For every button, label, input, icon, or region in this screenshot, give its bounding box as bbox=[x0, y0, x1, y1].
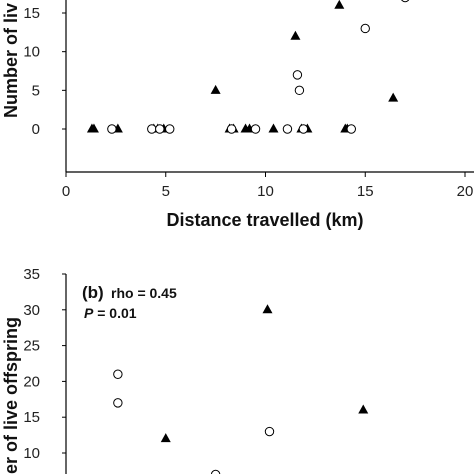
panel-a-y-tick-label: 15 bbox=[23, 5, 40, 22]
panel-b-y-tick-label: 10 bbox=[23, 445, 40, 462]
panel-b-y-tick-label: 15 bbox=[23, 409, 40, 426]
panel-b-rho: rho = 0.45 bbox=[111, 285, 177, 301]
p-symbol: P bbox=[84, 305, 94, 321]
panel-a-point-circle bbox=[401, 0, 410, 3]
panel-a-point-circle bbox=[165, 124, 175, 134]
panel-a-point-circle bbox=[107, 124, 117, 134]
panel-a-y-tick-label: 5 bbox=[32, 82, 40, 99]
panel-b-point-circle bbox=[264, 426, 275, 437]
panel-a-point-circle bbox=[346, 124, 356, 134]
panel-a-point-circle bbox=[298, 124, 309, 134]
p-value-text: = 0.01 bbox=[93, 305, 136, 321]
panel-b-point-circle bbox=[113, 369, 123, 379]
panel-a-x-tick-label: 5 bbox=[162, 183, 170, 200]
panel-a-point-triangle bbox=[88, 123, 99, 133]
panel-b-y-axis-title: er of live offspring bbox=[1, 317, 21, 474]
panel-a-point-triangle bbox=[334, 0, 345, 9]
panel-b-point-triangle bbox=[160, 433, 171, 443]
panel-b-point-triangle bbox=[358, 404, 369, 414]
panel-a-point-triangle bbox=[388, 92, 399, 102]
panel-a-y-tick-label: 10 bbox=[23, 44, 40, 61]
panel-a-point-triangle bbox=[290, 30, 301, 40]
panel-a-point-circle bbox=[292, 70, 303, 80]
panel-b-label: (b) bbox=[82, 283, 104, 302]
panel-a-point-circle bbox=[294, 85, 305, 96]
panel-b-point-circle bbox=[210, 469, 221, 474]
panel-b-y-tick-label: 35 bbox=[23, 266, 40, 283]
panel-b-y-tick-label: 25 bbox=[23, 338, 40, 355]
panel-a-point-circle bbox=[226, 124, 237, 134]
panel-a-point-triangle bbox=[268, 123, 279, 133]
panel-a-x-tick-label: 15 bbox=[357, 183, 374, 200]
panel-b-y-tick-label: 30 bbox=[23, 302, 40, 319]
panel-a-point-circle bbox=[360, 23, 370, 34]
panel-a: 0 5 10 15 0 5 10 15 20 Number of liv Distance t… bbox=[1, 0, 474, 230]
panel-a-point-circle bbox=[155, 124, 165, 134]
panel-a-y-axis-title: Number of liv bbox=[1, 3, 21, 118]
panel-a-y-tick-label: 0 bbox=[32, 121, 40, 138]
panel-b-p-value: P = 0.01 bbox=[84, 305, 137, 321]
panel-a-x-tick-label: 0 bbox=[62, 183, 70, 200]
panel-a-point-triangle bbox=[210, 84, 221, 94]
panel-b-y-tick-label: 20 bbox=[23, 373, 40, 390]
panel-a-point-circle bbox=[250, 124, 261, 134]
panel-b: 35 30 25 20 15 10 er of live offspring (b) rh… bbox=[1, 266, 369, 474]
panel-a-point-circle bbox=[147, 124, 157, 134]
panel-a-x-tick-label: 10 bbox=[257, 183, 274, 200]
panel-a-x-tick-label: 20 bbox=[457, 183, 474, 200]
panel-b-point-circle bbox=[113, 398, 123, 408]
panel-a-point-circle bbox=[282, 124, 293, 134]
panel-a-x-axis-title: Distance travelled (km) bbox=[166, 210, 363, 230]
panel-b-point-triangle bbox=[262, 304, 273, 314]
